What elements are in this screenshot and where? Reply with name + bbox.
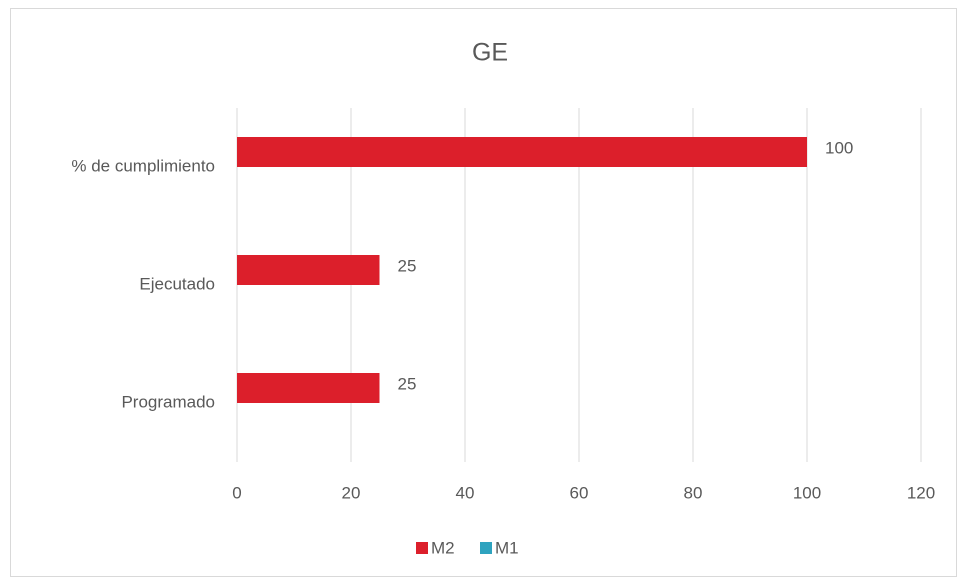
x-tick-label: 0 <box>232 483 241 502</box>
bar <box>237 373 380 403</box>
legend-swatch <box>416 542 428 554</box>
chart-border <box>10 8 957 577</box>
data-label: 25 <box>398 256 417 275</box>
y-tick-label: % de cumplimiento <box>71 156 215 175</box>
bar <box>237 255 380 285</box>
data-label: 100 <box>825 138 853 157</box>
x-tick-label: 100 <box>793 483 821 502</box>
x-tick-label: 120 <box>907 483 935 502</box>
chart-title: GE <box>472 39 508 67</box>
x-tick-label: 80 <box>684 483 703 502</box>
legend-swatch <box>480 542 492 554</box>
data-label: 25 <box>398 374 417 393</box>
bar <box>237 137 807 167</box>
legend-label: M2 <box>431 538 455 557</box>
legend-label: M1 <box>495 538 519 557</box>
x-tick-label: 40 <box>456 483 475 502</box>
y-tick-label: Ejecutado <box>139 274 215 293</box>
x-tick-label: 20 <box>342 483 361 502</box>
y-tick-label: Programado <box>121 392 215 411</box>
x-tick-label: 60 <box>570 483 589 502</box>
